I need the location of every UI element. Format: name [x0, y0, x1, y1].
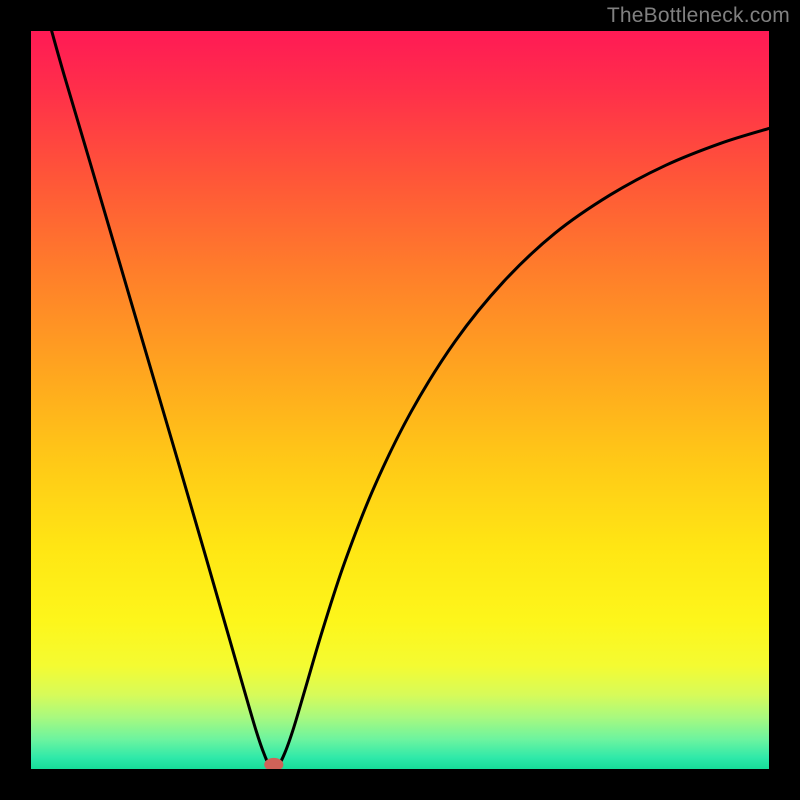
watermark-text: TheBottleneck.com [607, 4, 790, 28]
chart-background [31, 31, 769, 769]
bottleneck-chart [0, 0, 800, 800]
